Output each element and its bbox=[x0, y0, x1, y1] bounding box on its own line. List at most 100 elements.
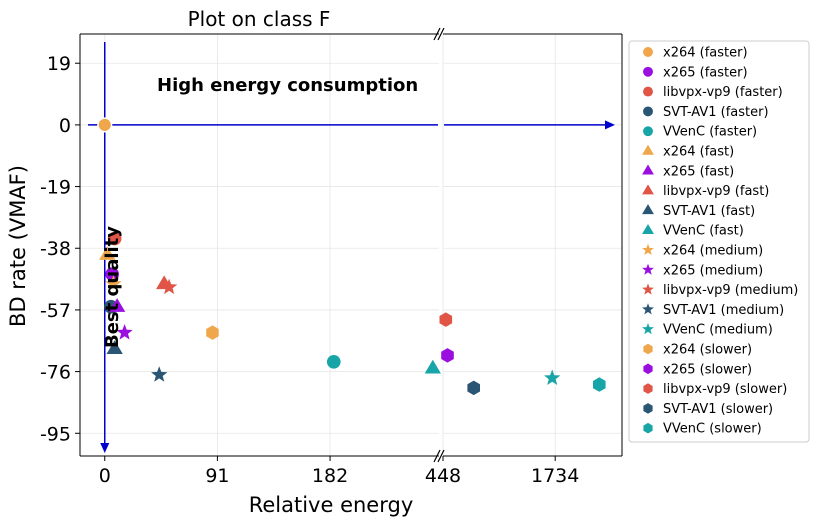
legend-label: VVenC (faster) bbox=[663, 125, 757, 140]
legend-marker bbox=[642, 144, 654, 155]
legend-marker bbox=[642, 303, 654, 315]
legend-item: x265 (faster) bbox=[643, 65, 748, 80]
y-tick-label: -76 bbox=[40, 362, 71, 384]
legend-label: libvpx-vp9 (fast) bbox=[663, 184, 769, 199]
y-tick-label: -95 bbox=[40, 423, 71, 445]
data-point-vvenc-slower bbox=[593, 377, 606, 392]
legend-marker bbox=[643, 47, 653, 57]
legend-label: x264 (slower) bbox=[663, 343, 752, 358]
annotation-high-energy: High energy consumption bbox=[157, 75, 418, 96]
data-point-x265-medium bbox=[116, 324, 133, 340]
annotation-arrows bbox=[88, 42, 615, 453]
x-axis-label: Relative energy bbox=[249, 493, 414, 517]
data-point-x264-slower bbox=[206, 325, 219, 340]
data-point-vvenc-faster bbox=[326, 355, 341, 369]
plot-area-left bbox=[80, 34, 439, 456]
axis-break-mark bbox=[437, 27, 445, 41]
legend-marker bbox=[643, 106, 653, 117]
data-point-svt-av1-medium bbox=[151, 366, 168, 382]
legend-label: SVT-AV1 (medium) bbox=[663, 303, 784, 318]
legend-label: x265 (slower) bbox=[663, 362, 752, 377]
data-point-x264-fast bbox=[99, 246, 116, 260]
legend-marker bbox=[643, 383, 653, 394]
data-point-x265-slower bbox=[441, 348, 454, 363]
legend-marker bbox=[642, 283, 654, 295]
legend-item: x265 (fast) bbox=[642, 164, 734, 179]
axes-frame bbox=[79, 27, 623, 463]
legend-label: libvpx-vp9 (faster) bbox=[663, 85, 783, 100]
data-point-x264-faster bbox=[97, 117, 113, 133]
x-tick-label: 448 bbox=[425, 465, 461, 487]
legend-item: libvpx-vp9 (faster) bbox=[643, 85, 783, 100]
legend-marker bbox=[642, 223, 654, 234]
legend-label: x265 (medium) bbox=[663, 263, 763, 278]
data-point-svt-av1-fast bbox=[106, 340, 123, 355]
legend-item: libvpx-vp9 (fast) bbox=[642, 184, 769, 199]
data-point-libvpx-vp9-faster bbox=[107, 231, 122, 246]
y-tick-label: -38 bbox=[40, 238, 71, 260]
legend-label: x264 (fast) bbox=[663, 145, 734, 160]
legend-item: VVenC (slower) bbox=[643, 422, 762, 437]
data-point-svt-av1-slower bbox=[467, 380, 480, 396]
legend-item: x264 (fast) bbox=[642, 145, 734, 160]
legend-item: SVT-AV1 (fast) bbox=[642, 204, 755, 219]
axis-ticks: 19 0 -19 -38 -57 -76 -95 0 91 182 448 1734 bbox=[40, 53, 579, 487]
x-tick-label: 1734 bbox=[531, 465, 579, 487]
legend-marker bbox=[642, 184, 654, 195]
legend-marker bbox=[642, 263, 654, 275]
legend-label: VVenC (slower) bbox=[663, 422, 762, 437]
axis-break-mark bbox=[437, 449, 445, 463]
chart-title: Plot on class F bbox=[188, 7, 331, 31]
legend-marker bbox=[643, 343, 653, 355]
data-point-x265-fast bbox=[108, 298, 126, 312]
legend-label: SVT-AV1 (slower) bbox=[663, 402, 773, 417]
legend-item: x264 (slower) bbox=[643, 343, 752, 358]
legend-item: SVT-AV1 (medium) bbox=[642, 303, 784, 318]
legend-box bbox=[628, 40, 810, 443]
legend-item: SVT-AV1 (slower) bbox=[643, 402, 773, 417]
vertical-arrow-head bbox=[100, 443, 110, 453]
y-tick-label: -19 bbox=[40, 177, 71, 199]
legend-label: x265 (faster) bbox=[663, 65, 748, 80]
legend-label: libvpx-vp9 (slower) bbox=[663, 382, 787, 397]
horizontal-arrow-head bbox=[605, 120, 615, 130]
legend-marker bbox=[642, 164, 654, 175]
legend-marker bbox=[642, 243, 654, 255]
legend-item: libvpx-vp9 (medium) bbox=[642, 283, 798, 298]
legend: x264 (faster) x265 (faster) libvpx-vp9 (fa… bbox=[628, 40, 810, 443]
legend-item: x265 (medium) bbox=[642, 263, 763, 278]
legend-item: VVenC (fast) bbox=[642, 224, 744, 239]
legend-marker bbox=[643, 403, 653, 414]
x-tick-label: 0 bbox=[99, 465, 111, 487]
data-point-vvenc-medium bbox=[544, 369, 561, 385]
y-axis-label: BD rate (VMAF) bbox=[6, 165, 30, 327]
legend-item: VVenC (medium) bbox=[642, 323, 773, 338]
legend-label: VVenC (medium) bbox=[663, 323, 773, 338]
legend-marker bbox=[643, 86, 653, 97]
legend-item: x265 (slower) bbox=[643, 362, 752, 377]
y-tick-label: 0 bbox=[59, 115, 71, 137]
legend-item: SVT-AV1 (faster) bbox=[643, 105, 769, 120]
grid-lines bbox=[80, 34, 622, 456]
legend-label: SVT-AV1 (fast) bbox=[663, 204, 755, 219]
legend-label: VVenC (fast) bbox=[663, 224, 744, 239]
legend-label: libvpx-vp9 (medium) bbox=[663, 283, 798, 298]
legend-label: x265 (fast) bbox=[663, 164, 734, 179]
legend-marker bbox=[642, 323, 654, 335]
y-tick-label: -57 bbox=[40, 300, 71, 322]
data-point-libvpx-vp9-slower bbox=[439, 312, 453, 327]
legend-label: x264 (medium) bbox=[663, 244, 763, 259]
legend-marker bbox=[643, 422, 653, 434]
legend-item: libvpx-vp9 (slower) bbox=[643, 382, 787, 397]
legend-label: x264 (faster) bbox=[663, 46, 748, 61]
data-point-vvenc-fast bbox=[424, 359, 441, 374]
legend-item: x264 (medium) bbox=[642, 244, 763, 259]
data-point-x265-faster bbox=[105, 267, 120, 282]
y-tick-label: 19 bbox=[47, 53, 71, 75]
x-tick-label: 91 bbox=[205, 465, 229, 487]
legend-item: x264 (faster) bbox=[643, 46, 748, 61]
legend-marker bbox=[642, 204, 654, 215]
legend-marker bbox=[643, 126, 653, 137]
legend-item: VVenC (faster) bbox=[643, 125, 757, 140]
data-point-libvpx-vp9-medium bbox=[161, 278, 178, 295]
